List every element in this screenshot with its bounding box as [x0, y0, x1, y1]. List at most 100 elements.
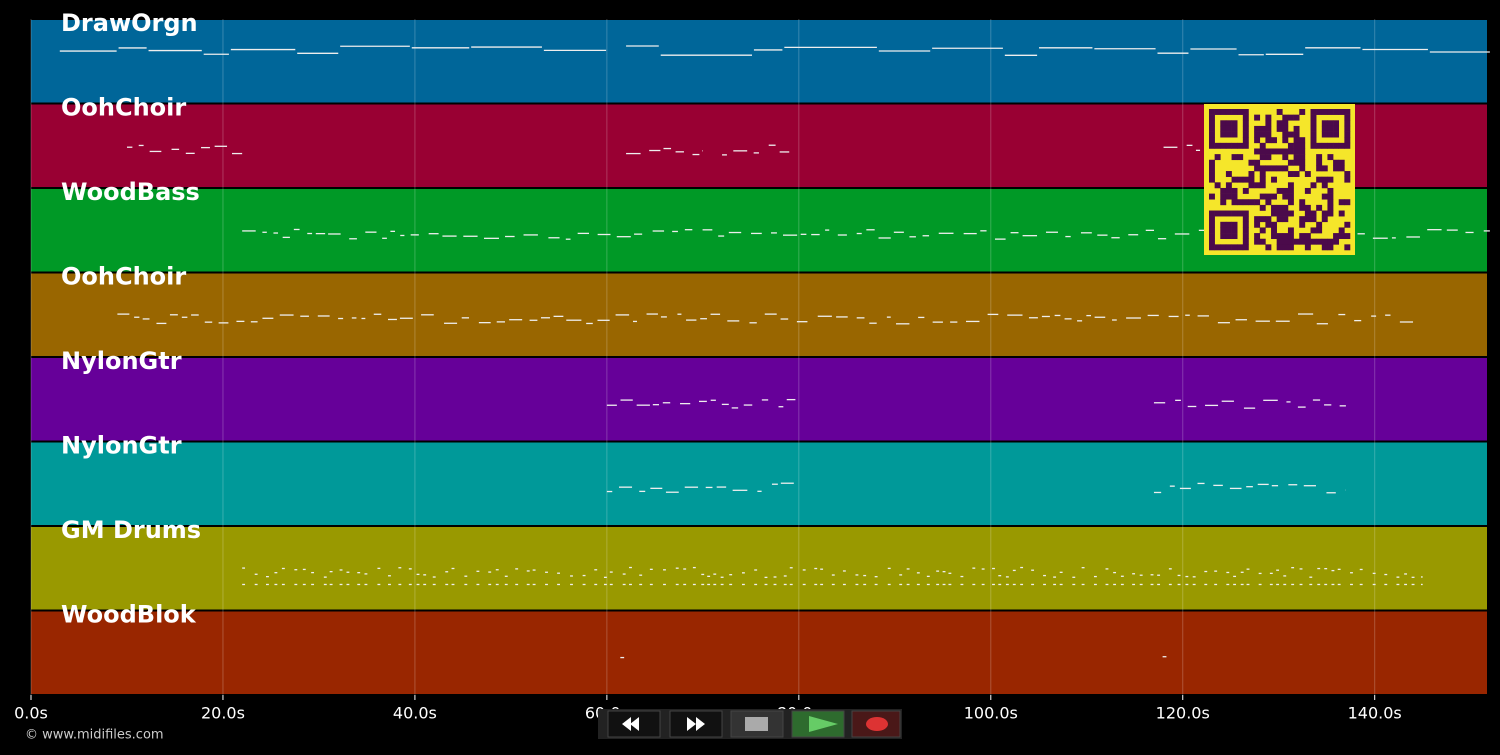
- qr-module: [1242, 210, 1249, 217]
- qr-module: [1265, 137, 1272, 144]
- qr-module: [1287, 193, 1294, 200]
- qr-module: [1254, 148, 1261, 155]
- qr-module: [1265, 154, 1272, 161]
- qr-module: [1321, 210, 1328, 217]
- qr-module: [1254, 125, 1261, 132]
- qr-module: [1344, 125, 1351, 132]
- qr-module: [1316, 109, 1323, 115]
- qr-module: [1310, 125, 1317, 132]
- qr-module: [1231, 131, 1238, 138]
- qr-module: [1344, 233, 1351, 240]
- qr-module: [1316, 154, 1323, 161]
- qr-module: [1259, 154, 1266, 161]
- qr-module: [1304, 233, 1311, 240]
- qr-module: [1254, 233, 1261, 240]
- qr-module: [1299, 233, 1306, 240]
- qr-module: [1333, 131, 1340, 138]
- qr-module: [1225, 171, 1232, 177]
- track-lane: [31, 20, 1487, 103]
- qr-module: [1231, 193, 1238, 200]
- qr-module: [1282, 131, 1289, 138]
- qr-module: [1316, 165, 1323, 172]
- qr-module: [1265, 221, 1272, 228]
- qr-module: [1293, 159, 1300, 166]
- qr-module: [1344, 109, 1351, 115]
- qr-module: [1338, 142, 1345, 149]
- qr-module: [1209, 238, 1215, 245]
- qr-module: [1333, 165, 1340, 172]
- qr-module: [1333, 233, 1340, 240]
- qr-module: [1225, 244, 1232, 251]
- qr-module: [1242, 233, 1249, 240]
- qr-module: [1276, 216, 1283, 223]
- qr-module: [1327, 131, 1334, 138]
- stop-button[interactable]: [730, 710, 784, 738]
- track-name: NylonGtr: [61, 347, 182, 375]
- forward-button[interactable]: [669, 710, 723, 738]
- rewind-button[interactable]: [607, 710, 661, 738]
- qr-module: [1287, 159, 1294, 166]
- notes: [59, 45, 1490, 659]
- qr-module: [1209, 159, 1215, 166]
- record-button[interactable]: [851, 710, 901, 738]
- qr-module: [1327, 199, 1334, 206]
- qr-module: [1327, 125, 1334, 132]
- qr-module: [1327, 154, 1334, 161]
- qr-module: [1333, 159, 1340, 166]
- qr-module: [1214, 109, 1221, 115]
- qr-module: [1282, 165, 1289, 172]
- qr-module: [1242, 221, 1249, 228]
- qr-module: [1237, 142, 1244, 149]
- qr-module: [1344, 176, 1351, 183]
- qr-module: [1282, 233, 1289, 240]
- qr-module: [1254, 221, 1261, 228]
- qr-module: [1271, 210, 1277, 217]
- qr-module: [1209, 109, 1215, 115]
- qr-module: [1254, 131, 1261, 138]
- qr-module: [1321, 176, 1328, 183]
- qr-module: [1333, 238, 1340, 245]
- qr-module: [1242, 227, 1249, 234]
- qr-module: [1310, 131, 1317, 138]
- qr-module: [1282, 120, 1289, 127]
- play-button[interactable]: [791, 710, 845, 738]
- qr-module: [1231, 109, 1238, 115]
- qr-module: [1327, 238, 1334, 245]
- qr-module: [1287, 244, 1294, 251]
- qr-module: [1225, 182, 1232, 189]
- qr-module: [1299, 165, 1306, 172]
- qr-module: [1231, 244, 1238, 251]
- qr-module: [1333, 109, 1340, 115]
- qr-module: [1265, 193, 1272, 200]
- qr-module: [1282, 148, 1289, 155]
- qr-module: [1321, 131, 1328, 138]
- qr-module: [1316, 204, 1323, 211]
- qr-module: [1225, 193, 1232, 200]
- track-lane: [31, 442, 1487, 525]
- qr-module: [1316, 159, 1323, 166]
- qr-module: [1254, 182, 1261, 189]
- qr-module: [1344, 171, 1351, 177]
- qr-module: [1299, 142, 1306, 149]
- qr-module: [1299, 199, 1306, 206]
- qr-module: [1287, 142, 1294, 149]
- qr-module: [1304, 187, 1311, 194]
- qr-module: [1282, 187, 1289, 194]
- x-axis: 0.0s20.0s40.0s60.0s80.0s100.0s120.0s140.…: [14, 695, 1402, 723]
- qr-module: [1271, 227, 1277, 234]
- qr-module: [1304, 238, 1311, 245]
- qr-module: [1287, 148, 1294, 155]
- track-name: WoodBlok: [61, 601, 197, 629]
- qr-module: [1276, 238, 1283, 245]
- qr-module: [1209, 142, 1215, 149]
- track-name: OohChoir: [61, 263, 186, 291]
- qr-module: [1259, 227, 1266, 234]
- qr-module: [1316, 227, 1323, 234]
- qr-module: [1214, 182, 1221, 189]
- qr-module: [1321, 165, 1328, 172]
- qr-module: [1271, 148, 1277, 155]
- qr-module: [1259, 165, 1266, 172]
- qr-module: [1282, 137, 1289, 144]
- qr-module: [1231, 142, 1238, 149]
- qr-module: [1327, 120, 1334, 127]
